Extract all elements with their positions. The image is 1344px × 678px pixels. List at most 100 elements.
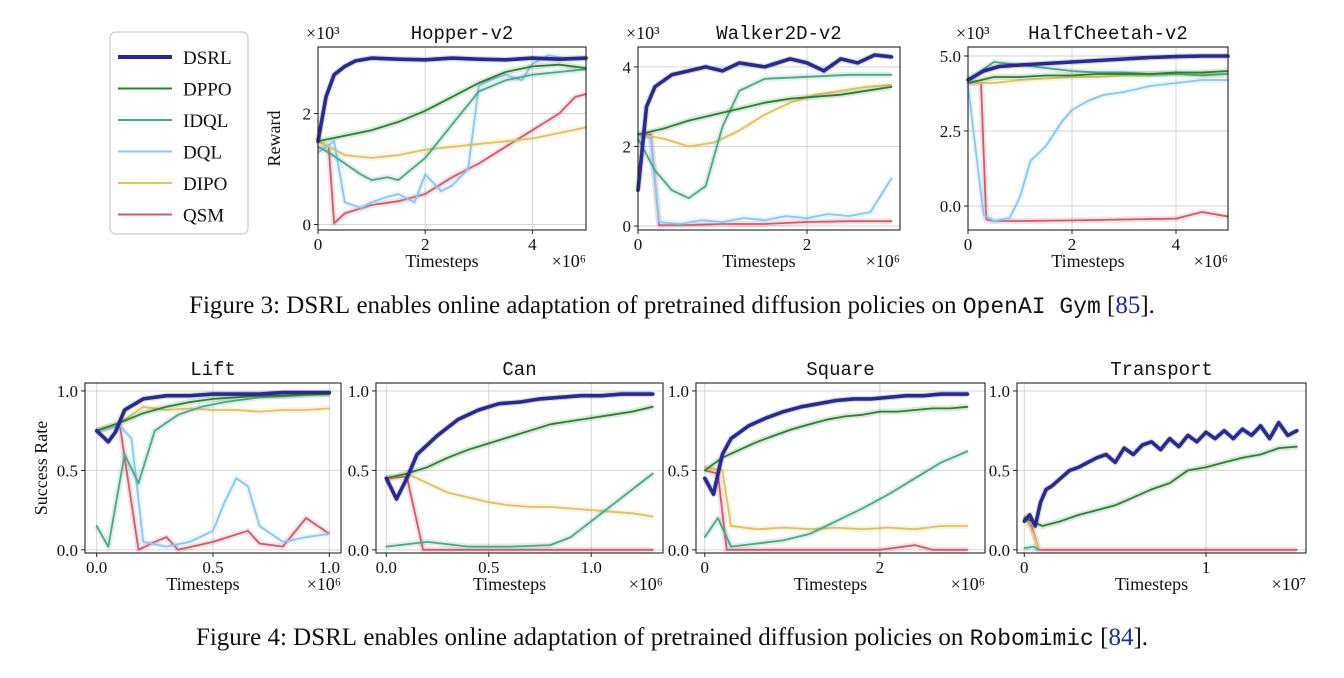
x-axis-label: Timesteps xyxy=(1051,251,1124,271)
x-tick-label: 2 xyxy=(803,235,812,254)
y-tick-label: 1.0 xyxy=(348,382,369,401)
series-line-dsrl xyxy=(636,53,894,192)
series-line-idql xyxy=(637,73,893,200)
chart-title: Can xyxy=(502,359,536,381)
series-line-idql xyxy=(95,393,331,548)
series-line-dipo xyxy=(95,405,331,432)
y-tick-label: 4 xyxy=(623,58,632,77)
legend-label: DSRL xyxy=(183,48,232,69)
caption-method: DSRL xyxy=(293,624,358,651)
x-axis-multiplier: ×10⁶ xyxy=(951,574,985,594)
caption-prefix: Figure 3: xyxy=(189,292,281,319)
y-tick-label: 2 xyxy=(623,137,632,156)
series-line-dipo xyxy=(385,472,654,518)
series-line-dppo xyxy=(637,85,893,136)
series-band-dql xyxy=(965,77,1228,224)
series-line-qsm xyxy=(637,133,893,227)
y-tick-label: 0 xyxy=(303,215,312,234)
series-line-qsm xyxy=(317,93,587,225)
y-tick-label: 0 xyxy=(623,217,632,236)
series-line-dsrl xyxy=(702,392,970,497)
plot-frame xyxy=(967,46,1229,231)
series-line-dppo xyxy=(1023,445,1298,527)
x-tick-label: 2 xyxy=(876,558,885,577)
series-line-dppo xyxy=(385,405,654,480)
x-axis-label: Timesteps xyxy=(794,574,867,594)
x-tick-label: 4 xyxy=(528,235,537,254)
x-axis-multiplier: ×10⁶ xyxy=(307,574,341,594)
x-axis-multiplier: ×10⁶ xyxy=(866,251,900,271)
y-axis-multiplier: ×10³ xyxy=(956,23,990,43)
caption-ref[interactable]: [85]. xyxy=(1107,292,1155,319)
x-tick-label: 2 xyxy=(1068,235,1077,254)
series-line-dql xyxy=(967,79,1229,222)
plot-frame xyxy=(637,46,901,231)
caption-text: enables online adaptation of pretrained … xyxy=(356,292,957,319)
chart-title: Lift xyxy=(190,359,236,381)
plot-frame xyxy=(1016,382,1307,554)
y-tick-label: 0.5 xyxy=(668,461,689,480)
chart-lift: 0.0 0.5 1.0 0.0 0.5 1.0 Lift Timesteps ×10⁶ Succe… xyxy=(31,359,342,594)
series-line-dppo xyxy=(317,63,587,143)
y-tick-label: 0.0 xyxy=(348,541,369,560)
series-line-idql xyxy=(385,472,654,548)
series-line-dipo xyxy=(317,126,587,159)
y-axis-multiplier: ×10³ xyxy=(626,23,660,43)
series-line-dsrl xyxy=(94,390,332,444)
series-line-dsrl xyxy=(384,392,655,501)
x-tick-label: 1 xyxy=(1202,558,1211,577)
caption-text: enables online adaptation of pretrained … xyxy=(363,624,964,651)
chart-title: Square xyxy=(806,359,874,381)
y-axis-label: Reward xyxy=(264,111,284,167)
series-line-dipo xyxy=(1023,514,1040,551)
x-tick-label: 0 xyxy=(964,235,973,254)
legend-label: IDQL xyxy=(183,111,228,132)
x-tick-label: 0 xyxy=(701,558,710,577)
y-tick-label: 0.0 xyxy=(668,541,689,560)
x-tick-label: 0.5 xyxy=(202,558,223,577)
legend-label: DPPO xyxy=(183,80,232,101)
x-axis-label: Timesteps xyxy=(473,574,546,594)
chart-title: Walker2D-v2 xyxy=(716,23,841,45)
series-band-qsm xyxy=(704,467,968,553)
series-line-dql xyxy=(95,424,331,548)
y-tick-label: 2 xyxy=(303,105,312,124)
y-tick-label: 0.5 xyxy=(989,461,1010,480)
x-tick-label: 2 xyxy=(421,235,430,254)
series-band-dppo xyxy=(703,403,968,473)
plot-frame xyxy=(375,382,664,554)
y-tick-label: 1.0 xyxy=(989,382,1010,401)
x-tick-label: 0 xyxy=(314,235,323,254)
x-axis-label: Timesteps xyxy=(1115,574,1188,594)
x-axis-multiplier: ×10⁶ xyxy=(552,251,586,271)
y-tick-label: 1.0 xyxy=(668,382,689,401)
caption-ref-number[interactable]: 85 xyxy=(1115,292,1141,319)
series-line-dql xyxy=(637,133,893,225)
plot-frame xyxy=(695,382,986,554)
caption-env: Robomimic xyxy=(969,626,1094,652)
y-tick-label: 5.0 xyxy=(940,47,961,66)
series-line-dppo xyxy=(95,393,331,432)
x-tick-label: 0.5 xyxy=(478,558,499,577)
series-band-dql xyxy=(637,131,895,227)
x-axis-label: Timesteps xyxy=(166,574,239,594)
caption-ref-number[interactable]: 84 xyxy=(1108,624,1134,651)
series-line-idql xyxy=(1023,545,1040,551)
chart-halfcheetah-v2: 0 2 4 0.0 2.5 5.0 HalfCheetah-v2 Timesteps ×10⁶ ×… xyxy=(940,23,1230,271)
caption-ref[interactable]: [84]. xyxy=(1100,624,1149,651)
y-tick-label: 0.0 xyxy=(989,541,1010,560)
chart-square: 0 2 0.0 0.5 1.0 Square Timesteps ×10⁶ xyxy=(668,359,986,594)
series-line-idql xyxy=(317,68,587,182)
y-tick-label: 0.5 xyxy=(348,461,369,480)
series-line-qsm xyxy=(967,82,1229,222)
x-tick-label: 0 xyxy=(634,235,643,254)
figure-3-caption: Figure 3: DSRL enables online adaptation… xyxy=(0,292,1344,320)
chart-title: Transport xyxy=(1110,359,1213,381)
chart-can: 0.0 0.5 1.0 0.0 0.5 1.0 Can Timesteps ×10⁶ xyxy=(348,359,664,594)
series-band-idql xyxy=(702,448,969,550)
series-band-dipo xyxy=(385,470,654,520)
series-line-dsrl xyxy=(966,54,1230,82)
legend: DSRL DPPO IDQL DQL DIPO QSM xyxy=(109,31,249,235)
